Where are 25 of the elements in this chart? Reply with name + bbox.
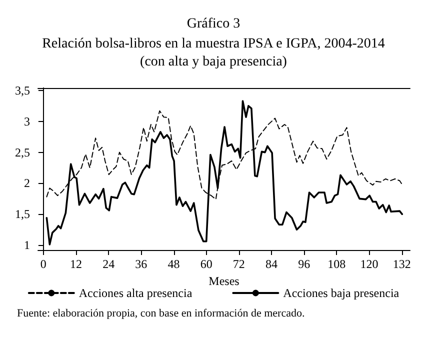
x-tick-label: 72 [232, 257, 245, 271]
chart-title: Gráfico 3 [186, 16, 240, 32]
x-axis-title: Meses [208, 274, 240, 288]
x-tick-label: 60 [200, 257, 212, 271]
line-series [46, 100, 404, 246]
x-tick-label: 84 [266, 257, 278, 271]
x-tick-label: 12 [70, 257, 82, 271]
x-tick-label: 48 [168, 257, 180, 271]
source-note: Fuente: elaboración propia, con base en información de mercado. [17, 308, 305, 320]
y-tick-label: 2,5 [15, 145, 30, 160]
x-tick-label: 132 [392, 257, 411, 271]
x-tick-label: 36 [135, 257, 148, 271]
y-tick-label: 1,5 [15, 207, 30, 222]
y-tick-label: 1 [24, 238, 30, 252]
x-tick-label: 24 [102, 257, 115, 271]
x-tick-label: 120 [360, 257, 378, 271]
x-tick-label: 96 [298, 257, 310, 271]
chart-subtitle: Relación bolsa-libros en la muestra IPSA e IGPA, 2004-2014 (con alta y baja presencia) [42, 36, 385, 70]
legend-label: Acciones alta presencia [78, 286, 193, 300]
x-tick-label: 0 [40, 257, 46, 271]
x-tick-label: 108 [328, 257, 346, 271]
y-tick-label: 2 [24, 176, 30, 190]
legend-label: Acciones baja presencia [283, 286, 400, 300]
y-tick-label: 3,5 [15, 83, 30, 98]
y-tick-label: 3 [24, 114, 30, 128]
